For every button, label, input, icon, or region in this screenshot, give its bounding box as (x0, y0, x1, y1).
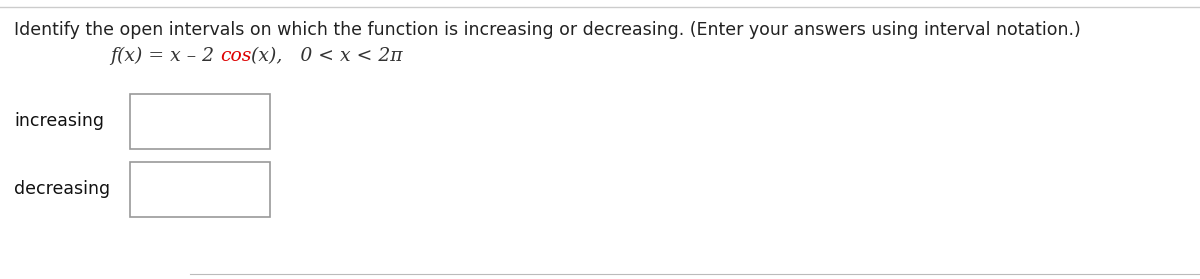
Text: cos: cos (220, 47, 251, 65)
Text: Identify the open intervals on which the function is increasing or decreasing. (: Identify the open intervals on which the… (14, 21, 1081, 39)
Bar (130, 94, 270, 149)
Bar (130, 162, 270, 217)
Text: decreasing: decreasing (14, 180, 110, 198)
Text: (x),   0 < x < 2π: (x), 0 < x < 2π (251, 47, 403, 65)
Text: increasing: increasing (14, 112, 104, 130)
Text: f(x) = x – 2: f(x) = x – 2 (110, 47, 220, 65)
